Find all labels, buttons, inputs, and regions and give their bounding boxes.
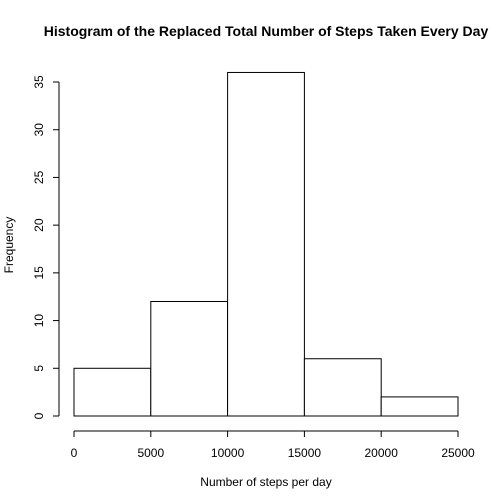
chart-title: Histogram of the Replaced Total Number o… [44, 23, 489, 39]
x-tick-label-3: 15000 [288, 446, 322, 460]
y-tick-label-0: 0 [32, 412, 46, 419]
y-tick-label-4: 20 [32, 218, 46, 232]
y-tick-label-1: 5 [32, 365, 46, 372]
bars-group [73, 71, 459, 417]
x-tick-label-2: 10000 [211, 446, 245, 460]
x-tick-label-5: 25000 [441, 446, 475, 460]
x-tick-label-4: 20000 [365, 446, 399, 460]
y-tick-label-2: 10 [32, 314, 46, 328]
histogram-bar-3 [227, 71, 305, 417]
histogram-bar-4 [303, 358, 382, 417]
x-tick-label-1: 5000 [137, 446, 164, 460]
x-tick-label-0: 0 [71, 446, 78, 460]
y-tick-label-7: 35 [32, 75, 46, 89]
y-axis: 0 5 10 15 20 25 30 35 [32, 75, 60, 419]
histogram-bar-2 [150, 300, 229, 417]
x-axis: 0 5000 10000 15000 20000 25000 [71, 430, 475, 460]
y-tick-label-5: 25 [32, 170, 46, 184]
y-tick-label-3: 15 [32, 266, 46, 280]
y-axis-label: Frequency [2, 217, 16, 274]
histogram-bar-5 [380, 396, 459, 417]
y-tick-label-6: 30 [32, 123, 46, 137]
histogram-bar-1 [73, 367, 152, 417]
x-axis-label: Number of steps per day [200, 475, 331, 489]
